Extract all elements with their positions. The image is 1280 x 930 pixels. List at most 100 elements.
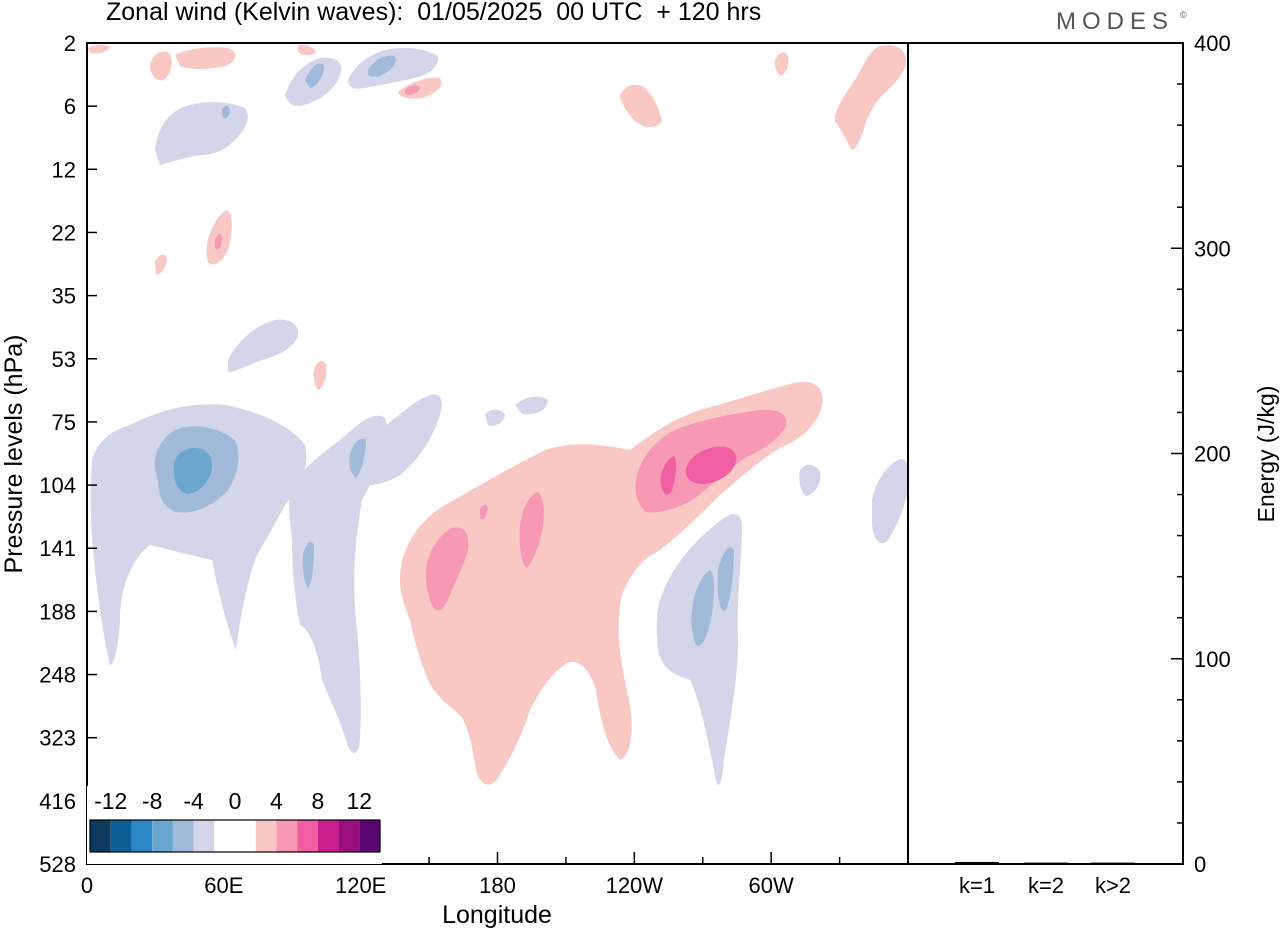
x-tick-label: 60W — [749, 873, 794, 898]
y-tick-label: 53 — [52, 347, 76, 372]
brand-copyright-mark: © — [1180, 10, 1187, 20]
energy-categories: k=1 k=2 k>2 — [959, 873, 1131, 898]
negative-anomaly-region — [872, 459, 908, 544]
energy-plot-frame — [907, 42, 1184, 865]
y-axis-label: Pressure levels (hPa) — [0, 335, 28, 574]
negative-anomaly-core — [305, 63, 324, 88]
negative-anomaly-region — [289, 415, 387, 754]
y-tick-label: 22 — [52, 220, 76, 245]
positive-anomaly-center — [685, 446, 737, 484]
y-tick-label: 75 — [52, 410, 76, 435]
colorbar-swatch — [359, 820, 380, 852]
energy-tick-label: 0 — [1194, 852, 1206, 877]
positive-anomaly-region — [774, 52, 789, 76]
negative-anomaly-region — [155, 102, 248, 165]
positive-anomaly-core — [480, 504, 488, 520]
x-tick-label: 180 — [479, 873, 516, 898]
colorbar-swatch — [90, 820, 111, 852]
y-tick-label: 35 — [52, 284, 76, 309]
negative-anomaly-core — [691, 570, 714, 646]
negative-anomaly-region — [799, 464, 821, 496]
colorbar: -12 -8 -4 0 4 8 12 — [87, 786, 382, 864]
negative-anomaly-center — [173, 447, 213, 494]
colorbar-label: 8 — [311, 788, 324, 814]
negative-anomaly-core — [222, 105, 230, 119]
energy-bar — [1091, 862, 1135, 865]
x-tick-label: 120E — [335, 873, 386, 898]
negative-anomaly-core — [367, 55, 396, 77]
positive-anomaly-region — [155, 254, 167, 275]
colorbar-swatch — [297, 820, 318, 852]
negative-anomaly-region — [348, 48, 439, 89]
colorbar-labels: -12 -8 -4 0 4 8 12 — [94, 788, 372, 814]
energy-category-label: k=1 — [959, 873, 995, 898]
positive-anomaly-core — [519, 492, 544, 568]
energy-bars — [955, 861, 1135, 865]
positive-anomaly-core — [215, 234, 222, 250]
colorbar-border — [89, 819, 381, 853]
energy-bar — [955, 861, 999, 864]
y-tick-label: 248 — [39, 663, 76, 688]
x-tick-label: 120W — [606, 873, 664, 898]
x-tick-label: 60E — [204, 873, 243, 898]
energy-bar — [1024, 862, 1068, 865]
negative-anomaly-core — [349, 438, 366, 478]
colorbar-label: 4 — [270, 788, 283, 814]
colorbar-swatches — [89, 819, 381, 853]
colorbar-swatch — [193, 820, 215, 852]
negative-anomaly-core — [717, 547, 734, 611]
x-tick-label: 0 — [81, 873, 93, 898]
y-tick-label: 2 — [64, 31, 76, 56]
colorbar-swatch — [110, 820, 132, 852]
x-axis-ticks: 0 60E 120E 180 120W 60W — [81, 852, 909, 898]
energy-category-label: k=2 — [1028, 873, 1064, 898]
y-tick-label: 528 — [39, 852, 76, 877]
y-tick-label: 141 — [39, 536, 76, 561]
y-tick-label: 323 — [39, 726, 76, 751]
positive-anomaly-core — [425, 527, 469, 611]
positive-anomaly-center — [660, 456, 677, 495]
negative-anomaly-region — [90, 404, 307, 665]
energy-axis-label: Energy (J/kg) — [1253, 386, 1279, 523]
energy-axis-ticks: 0 100 200 300 400 — [1171, 31, 1231, 877]
y-tick-label: 6 — [64, 94, 76, 119]
colorbar-swatch — [235, 820, 256, 852]
negative-anomaly-region — [340, 394, 442, 486]
y-tick-label: 12 — [52, 157, 76, 182]
positive-anomaly-region — [399, 381, 823, 785]
negative-anomaly-region — [515, 396, 548, 415]
wind-contour-field — [88, 44, 908, 785]
positive-anomaly-region — [835, 45, 906, 151]
positive-anomaly-region — [620, 84, 662, 127]
colorbar-swatch — [255, 820, 277, 852]
positive-anomaly-region — [88, 44, 110, 54]
y-tick-label: 188 — [39, 599, 76, 624]
colorbar-label: -12 — [94, 788, 127, 814]
chart-title: Zonal wind (Kelvin waves): 01/05/2025 00… — [106, 0, 762, 26]
y-tick-label: 416 — [39, 789, 76, 814]
colorbar-swatch — [172, 820, 194, 852]
y-axis-ticks: 2 6 12 22 35 53 75 104 141 188 248 323 416 528 — [39, 31, 97, 877]
positive-anomaly-region — [175, 47, 236, 69]
colorbar-label: -8 — [142, 788, 162, 814]
colorbar-swatch — [214, 820, 235, 852]
energy-tick-label: 100 — [1194, 647, 1231, 672]
energy-tick-label: 300 — [1194, 236, 1231, 261]
colorbar-label: 12 — [346, 788, 372, 814]
energy-tick-label: 200 — [1194, 442, 1231, 467]
colorbar-swatch — [338, 820, 360, 852]
colorbar-swatch — [276, 820, 298, 852]
y-tick-label: 104 — [39, 473, 76, 498]
energy-category-label: k>2 — [1095, 873, 1131, 898]
positive-anomaly-core — [405, 85, 420, 95]
negative-anomaly-core — [302, 542, 314, 588]
positive-anomaly-region — [313, 361, 327, 390]
colorbar-swatch — [317, 820, 339, 852]
positive-anomaly-region — [150, 51, 172, 81]
colorbar-label: -4 — [183, 788, 204, 814]
x-axis-label: Longitude — [442, 901, 552, 929]
colorbar-swatch — [152, 820, 173, 852]
energy-tick-label: 400 — [1194, 31, 1231, 56]
colorbar-label: 0 — [229, 788, 242, 814]
